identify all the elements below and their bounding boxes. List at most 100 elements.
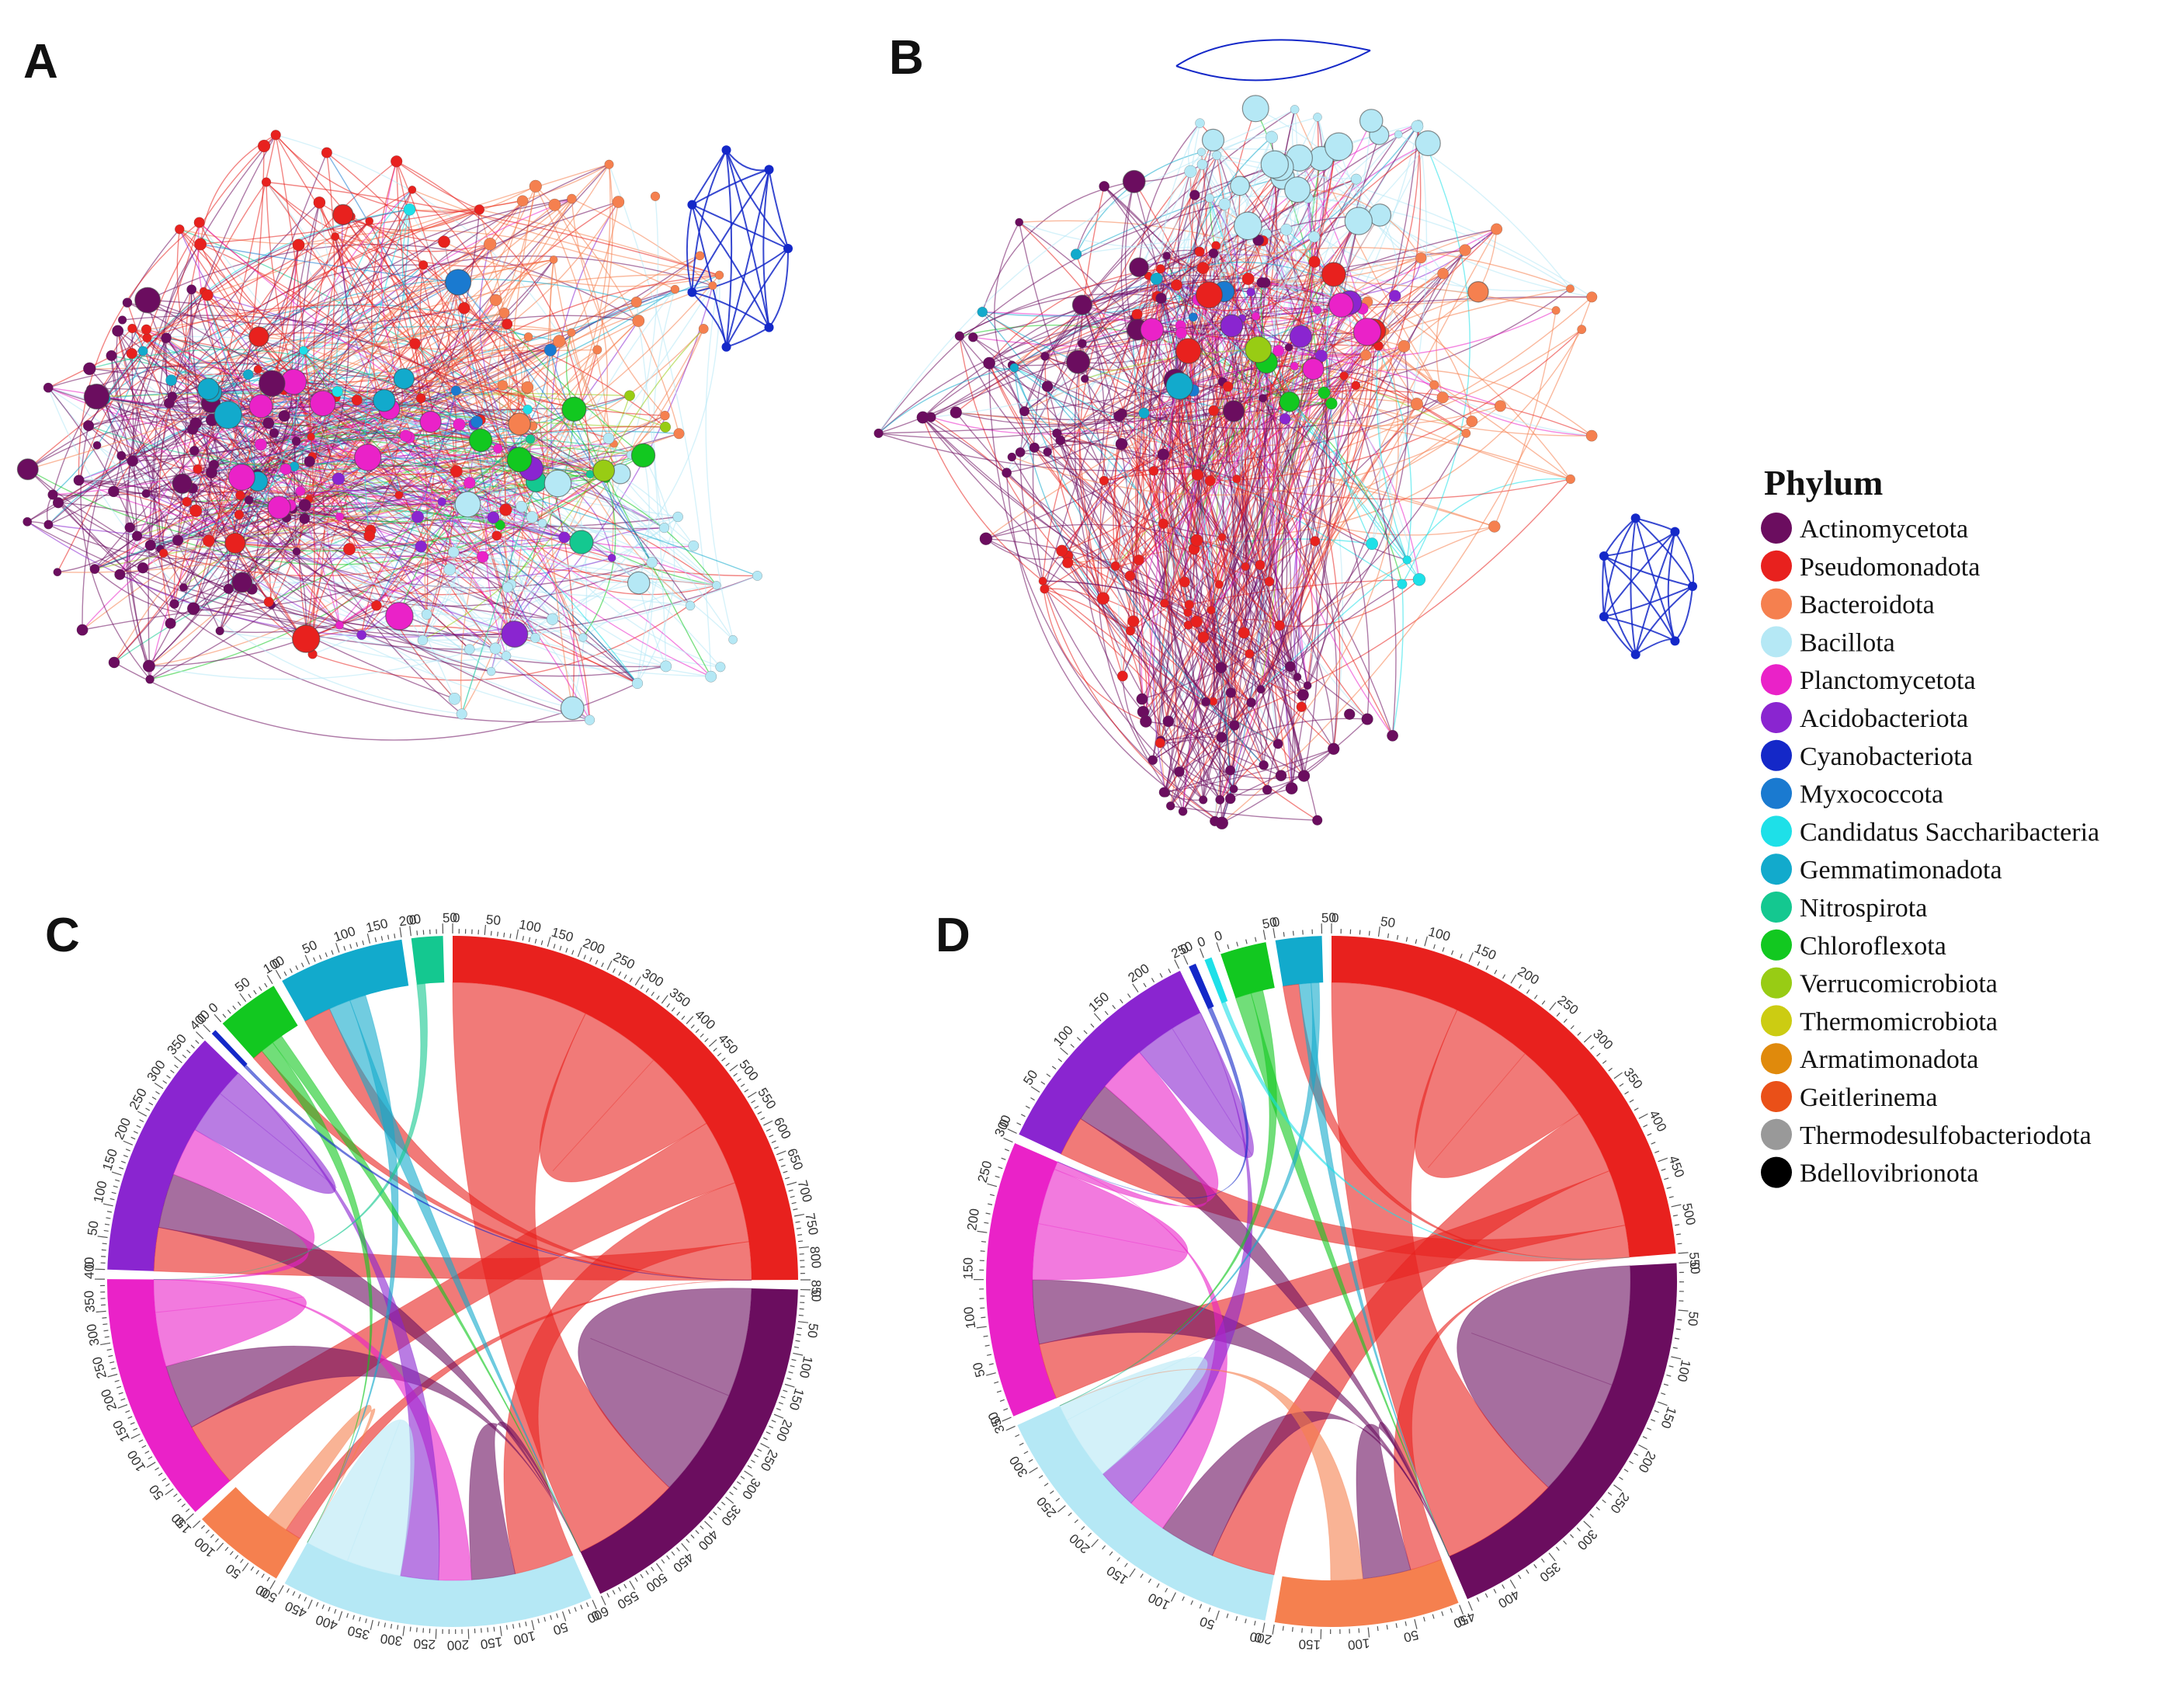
network-edge [1043,580,1298,678]
network-node [411,510,425,523]
network-edge [1243,632,1296,789]
network-node [1195,281,1223,309]
network-edge [1220,403,1418,669]
axis-tick [791,1358,797,1361]
network-node [624,390,635,402]
network-node [659,523,670,534]
axis-tick [773,1146,779,1149]
axis-tick [1003,1408,1009,1411]
network-node [1630,513,1641,523]
network-node [1071,294,1093,315]
chord-sector [1274,1559,1459,1627]
chord-link [267,1405,376,1543]
network-edge [241,436,537,482]
network-edge [179,186,536,245]
axis-tick [1070,1044,1075,1048]
axis-tick [747,1091,757,1098]
tick-label: 0 [408,913,418,928]
network-node [1275,770,1287,782]
axis-tick [1675,1328,1681,1330]
network-edge [1103,186,1234,702]
network-edge [271,516,494,606]
network-node [1190,534,1203,547]
axis-tick [797,1234,803,1236]
legend-label: Verrucomicrobiota [1800,970,1998,999]
axis-tick [700,1525,704,1530]
axis-tick [1668,1365,1674,1368]
axis-tick [1432,944,1436,949]
axis-tick [104,1223,110,1225]
axis-tick [1484,1593,1488,1598]
axis-tick [1005,1425,1016,1431]
tick-label: 0 [453,910,460,925]
axis-tick [1583,1034,1592,1043]
axis-tick [295,965,299,971]
network-edge [275,134,480,213]
network-edge [147,304,666,428]
network-edge [878,367,1015,434]
legend-swatch [1761,1005,1792,1037]
network-edge [1289,401,1403,585]
network-edge [1114,297,1162,622]
network-node [421,609,432,620]
network-edge [1189,164,1203,252]
axis-tick [315,1601,319,1607]
network-edge [308,274,720,500]
network-node [158,548,168,558]
network-edge [1175,39,1371,67]
network-node [1256,685,1266,694]
network-node [1437,267,1449,280]
axis-tick [146,1462,156,1469]
axis-tick [640,1573,644,1579]
network-node [141,324,152,335]
axis-tick [255,1570,259,1575]
axis-tick [499,1625,502,1636]
network-edge [1044,149,1336,590]
axis-tick [346,1613,349,1618]
network-node [458,301,470,315]
network-node [52,497,64,509]
tick-label: 50 [970,1361,988,1378]
network-edge [725,149,789,249]
axis-tick [286,1588,290,1594]
axis-tick [1576,1527,1581,1532]
axis-tick [778,1402,783,1405]
network-edge [47,387,462,715]
network-node [1312,815,1323,826]
network-edge [47,281,459,526]
network-node [546,613,559,625]
network-node [1080,374,1089,383]
axis-tick [1666,1187,1672,1189]
network-edge [103,209,410,399]
network-node [141,488,151,499]
axis-tick [571,950,575,955]
axis-tick [769,1425,774,1429]
network-node [705,670,717,683]
axis-tick [981,1316,986,1319]
network-edge [1156,278,1420,580]
network-edge [692,291,770,329]
chord-link [1356,1421,1450,1580]
network-edge [256,474,370,537]
network-node [560,696,585,721]
network-node [1252,311,1260,321]
network-edge [1153,157,1300,471]
chord-sector [1332,936,1676,1257]
axis-tick [402,1625,405,1636]
network-edge [1175,284,1394,736]
network-edge [1084,214,1380,380]
network-node [124,522,135,533]
chord-sector [107,1040,238,1271]
network-edge [370,161,496,649]
network-node [484,238,497,251]
legend-label: Geitlerinema [1800,1083,1937,1112]
axis-tick [1613,1072,1623,1079]
network-node [127,323,137,334]
network-node [1410,398,1424,411]
axis-tick [1460,954,1463,959]
network-node [1174,766,1185,777]
network-edge [691,169,769,206]
network-edge [131,328,370,537]
axis-tick [574,1607,577,1612]
tick-label: 50 [1380,914,1396,930]
